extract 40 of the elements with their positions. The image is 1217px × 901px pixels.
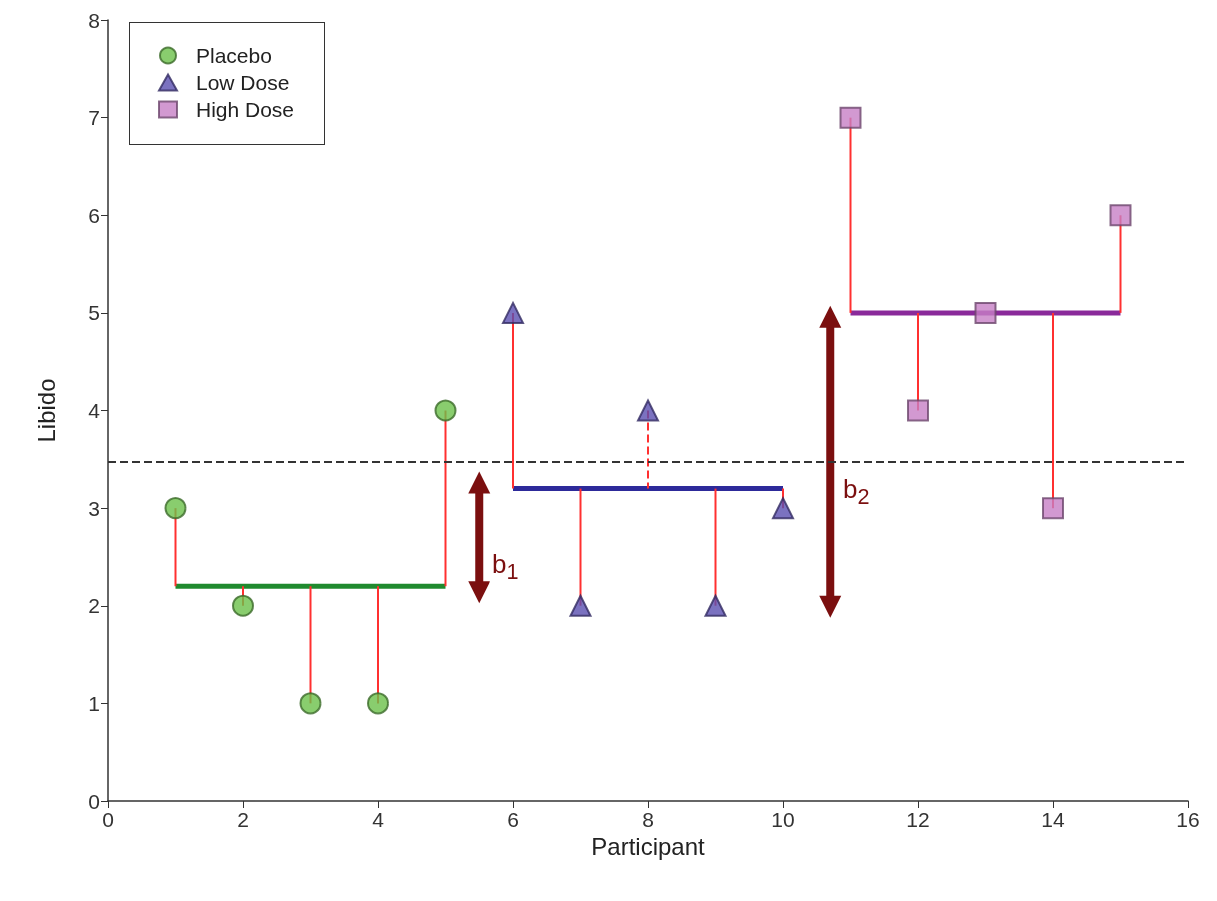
point [907, 399, 929, 422]
series-label: b$_{1}$ [489, 549, 521, 585]
x-tick-label: 14 [1041, 808, 1065, 831]
x-tick-label: 16 [1176, 808, 1200, 831]
y-tick-label: 2 [88, 594, 100, 618]
y-tick-label: 0 [88, 789, 100, 813]
point [232, 594, 254, 617]
y-tick-label: 3 [88, 496, 100, 520]
point [704, 594, 727, 617]
point [1042, 497, 1064, 520]
point [637, 399, 659, 422]
y-tick-label: 5 [88, 301, 100, 325]
x-axis-title: Participant [591, 833, 706, 861]
point [1109, 204, 1132, 227]
point [502, 301, 524, 324]
y-tick-label: 8 [88, 8, 100, 32]
point [569, 594, 592, 617]
y-tick-label: 7 [88, 106, 100, 130]
point [164, 497, 187, 520]
point [434, 399, 457, 422]
x-tick-label: 0 [102, 808, 114, 831]
point [299, 692, 322, 715]
series-label: b$_{2}$ [840, 473, 872, 509]
x-tick-label: 8 [642, 808, 654, 831]
point [367, 692, 389, 715]
legend-label: High Dose [196, 98, 295, 121]
x-tick-label: 12 [906, 808, 930, 831]
x-tick-label: 4 [372, 808, 385, 831]
y-axis-title: Libido [32, 378, 60, 443]
x-tick-label: 6 [507, 808, 519, 831]
point [772, 497, 794, 520]
legend-label: Placebo [196, 44, 272, 67]
x-tick-label: 2 [237, 808, 249, 831]
legend-label: Low Dose [196, 71, 290, 94]
y-tick-label: 6 [88, 203, 100, 227]
x-tick-label: 10 [771, 808, 795, 831]
point [974, 301, 997, 324]
y-tick-label: 4 [88, 399, 101, 422]
y-tick-label: 1 [88, 691, 100, 715]
point [839, 106, 862, 129]
